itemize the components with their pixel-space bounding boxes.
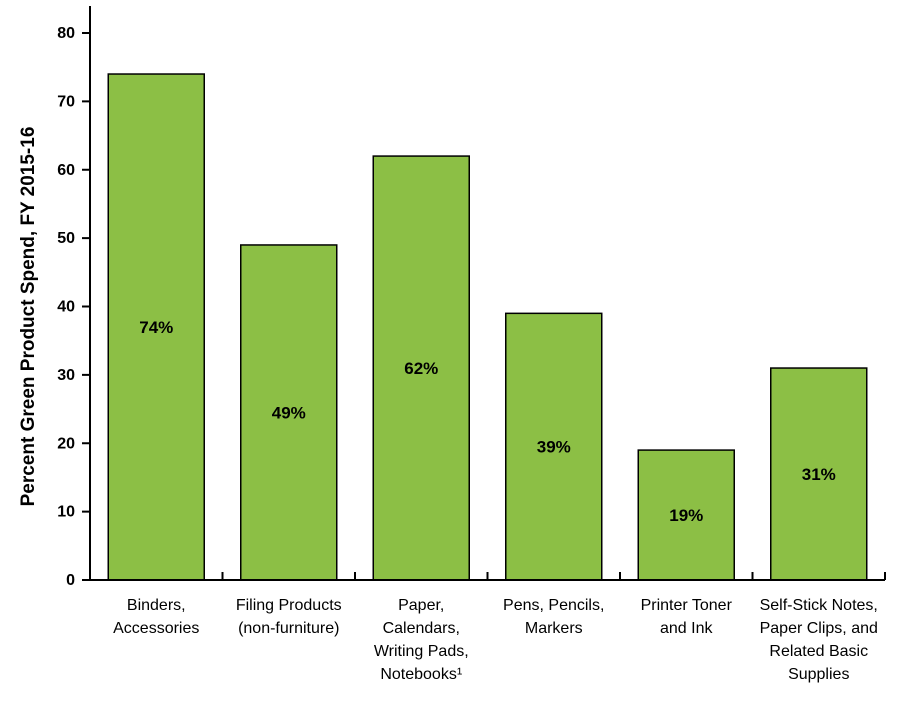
y-tick-label-7: 70 <box>57 93 75 110</box>
x-tick-label-4-line-0: Printer Toner <box>641 597 733 614</box>
x-tick-label-5: Self-Stick Notes, Paper Clips, and Related… <box>760 597 878 683</box>
x-tick-label-2: Paper, Calendars, Writing Pads, Notebooks¹ <box>374 597 469 683</box>
x-tick-label-2-line-3: Notebooks¹ <box>380 666 462 683</box>
bar-3 <box>505 312 603 581</box>
bar-4 <box>637 449 735 581</box>
y-tick-label-4: 40 <box>57 299 75 316</box>
y-tick-label-6: 60 <box>57 162 75 179</box>
bar-5 <box>770 367 868 581</box>
bars-group: 74% 49% 62% 39% 19% 31% <box>107 73 868 581</box>
y-tick-label-8: 80 <box>57 25 75 42</box>
bar-value-label-1: 49% <box>272 403 306 422</box>
x-tick-label-5-line-0: Self-Stick Notes, <box>760 597 878 614</box>
bar-value-label-5: 31% <box>802 465 836 484</box>
x-tick-labels-group: Binders, Accessories Filing Products (non-f… <box>113 597 878 683</box>
x-tick-label-1: Filing Products (non-furniture) <box>236 597 342 637</box>
x-tick-label-5-line-1: Paper Clips, and <box>760 620 878 637</box>
x-tick-label-4: Printer Toner and Ink <box>641 597 733 637</box>
x-tick-label-3-line-1: Markers <box>525 620 583 637</box>
y-tick-label-3: 30 <box>57 367 75 384</box>
x-tick-label-1-line-0: Filing Products <box>236 597 342 614</box>
y-tick-label-2: 20 <box>57 435 75 452</box>
y-tick-label-1: 10 <box>57 504 75 521</box>
x-tick-label-3: Pens, Pencils, Markers <box>503 597 604 637</box>
x-tick-label-2-line-0: Paper, <box>398 597 444 614</box>
y-axis-title-group: Percent Green Product Spend, FY 2015-16 <box>18 127 39 507</box>
bar-value-label-2: 62% <box>404 359 438 378</box>
bar-value-label-4: 19% <box>669 506 703 525</box>
x-tick-label-2-line-2: Writing Pads, <box>374 643 469 660</box>
x-tick-label-3-line-0: Pens, Pencils, <box>503 597 604 614</box>
x-tick-label-5-line-2: Related Basic <box>769 643 868 660</box>
bar-0 <box>107 73 205 581</box>
x-tick-label-0-line-0: Binders, <box>127 597 186 614</box>
x-tick-label-2-line-1: Calendars, <box>383 620 460 637</box>
bar-value-label-0: 74% <box>139 318 173 337</box>
bar-value-label-3: 39% <box>537 438 571 457</box>
x-tick-label-4-line-1: and Ink <box>660 620 713 637</box>
y-tick-label-5: 50 <box>57 230 75 247</box>
x-tick-label-5-line-3: Supplies <box>788 666 849 683</box>
axes-group <box>89 6 886 581</box>
x-tick-label-0-line-1: Accessories <box>113 620 199 637</box>
x-tick-label-0: Binders, Accessories <box>113 597 199 637</box>
y-axis-title: Percent Green Product Spend, FY 2015-16 <box>18 127 39 507</box>
bar-2 <box>372 155 470 581</box>
y-ticks-group: 0 10 20 30 40 50 60 70 80 <box>57 25 90 589</box>
x-tick-label-1-line-1: (non-furniture) <box>238 620 339 637</box>
bar-1 <box>240 244 338 581</box>
y-tick-label-0: 0 <box>66 572 75 589</box>
